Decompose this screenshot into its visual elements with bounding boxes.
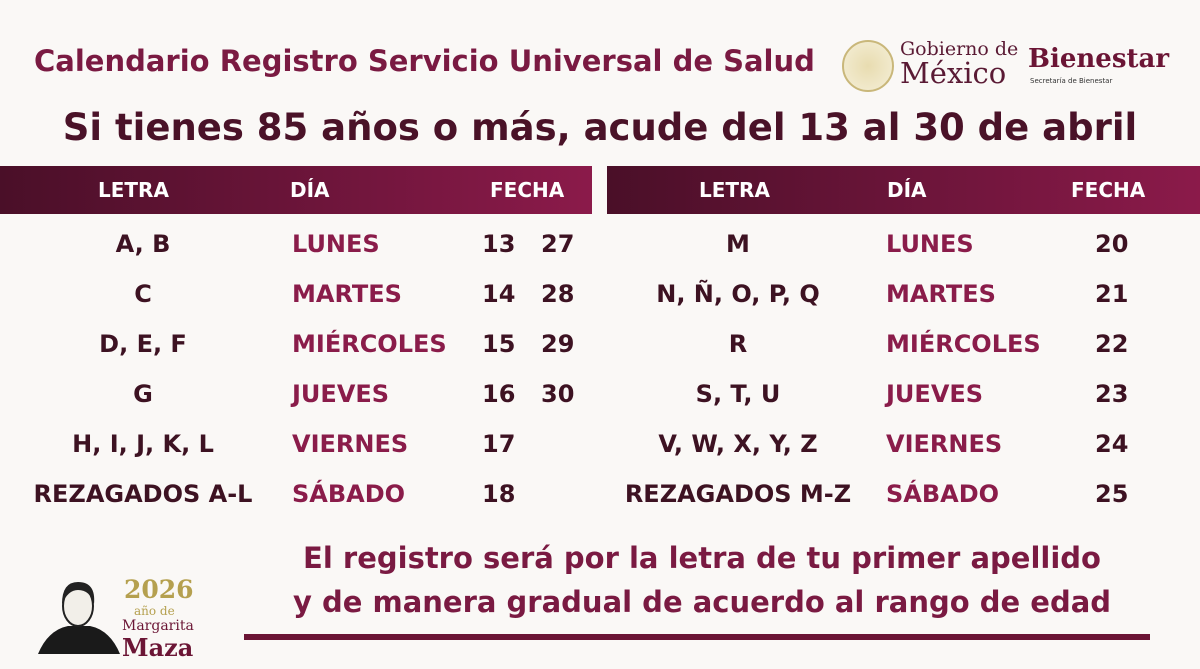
cell-f2: 29 [541,330,575,358]
cell-letra: REZAGADOS A-L [33,480,253,508]
header-fecha: FECHA [1071,178,1146,202]
cell-f1: 21 [1095,280,1129,308]
cell-letra: C [134,280,152,308]
bienestar-sub: Secretaría de Bienestar [1030,77,1113,85]
cell-f1: 24 [1095,430,1129,458]
cell-dia: JUEVES [292,380,390,408]
cell-letra: G [133,380,153,408]
cell-f1: 15 [482,330,516,358]
table-row: N, Ñ, O, P, Q MARTES 21 [607,269,1200,319]
cell-f1: 23 [1095,380,1129,408]
cell-dia: MIÉRCOLES [886,330,1041,358]
cell-f1: 18 [482,480,516,508]
cell-f1: 16 [482,380,516,408]
header-letra: LETRA [98,178,169,202]
cell-f2: 28 [541,280,575,308]
cell-f1: 13 [482,230,516,258]
cell-dia: VIERNES [292,430,409,458]
cell-dia: SÁBADO [292,480,406,508]
table-row: D, E, F MIÉRCOLES 15 29 [0,319,592,369]
table-row: C MARTES 14 28 [0,269,592,319]
badge-ano: año de [134,604,175,618]
badge-name2: Maza [122,633,194,662]
table-row: H, I, J, K, L VIERNES 17 [0,419,592,469]
header-letra: LETRA [699,178,770,202]
table-row: S, T, U JUEVES 23 [607,369,1200,419]
table-row: REZAGADOS M-Z SÁBADO 25 [607,469,1200,519]
note-line1: El registro será por la letra de tu prim… [303,541,1101,575]
header-dia: DÍA [290,178,330,202]
cell-letra: H, I, J, K, L [72,430,214,458]
right-table: LETRA DÍA FECHA M LUNES 20 N, Ñ, O, P, Q MAR… [607,166,1200,519]
cell-dia: LUNES [886,230,974,258]
gobierno-logo: Gobierno de México [900,40,1018,88]
page-title: Calendario Registro Servicio Universal d… [34,44,815,78]
badge-year: 2026 [124,575,194,604]
cell-letra: R [728,330,748,358]
cell-f1: 17 [482,430,516,458]
cell-dia: SÁBADO [886,480,1000,508]
cell-letra: S, T, U [695,380,781,408]
table-row: A, B LUNES 13 27 [0,219,592,269]
cell-f1: 22 [1095,330,1129,358]
cell-dia: VIERNES [886,430,1003,458]
note: El registro será por la letra de tu prim… [244,536,1160,624]
badge-name1: Margarita [122,618,194,634]
table-row: V, W, X, Y, Z VIERNES 24 [607,419,1200,469]
left-table: LETRA DÍA FECHA A, B LUNES 13 27 C MARTES 14 28… [0,166,592,519]
divider [244,634,1150,640]
cell-dia: MARTES [886,280,996,308]
cell-dia: MIÉRCOLES [292,330,447,358]
national-seal-icon [842,40,894,92]
cell-f1: 25 [1095,480,1129,508]
note-line2: y de manera gradual de acuerdo al rango … [292,585,1112,619]
cell-letra: V, W, X, Y, Z [658,430,818,458]
table-row: REZAGADOS A-L SÁBADO 18 [0,469,592,519]
cell-letra: M [726,230,750,258]
cell-f1: 14 [482,280,516,308]
table-row: M LUNES 20 [607,219,1200,269]
header-fecha: FECHA [490,178,565,202]
gob-line2: México [900,56,1007,90]
subtitle: Si tienes 85 años o más, acude del 13 al… [62,106,1138,149]
cell-dia: LUNES [292,230,380,258]
table-row: R MIÉRCOLES 22 [607,319,1200,369]
cell-dia: JUEVES [886,380,984,408]
cell-f2: 30 [541,380,575,408]
cell-f2: 27 [541,230,575,258]
cell-letra: D, E, F [99,330,187,358]
table-header: LETRA DÍA FECHA [0,166,592,214]
cell-f1: 20 [1095,230,1129,258]
table-header: LETRA DÍA FECHA [607,166,1200,214]
gob-line1: Gobierno de [900,38,1019,60]
cell-letra: A, B [115,230,171,258]
table-row: G JUEVES 16 30 [0,369,592,419]
cell-dia: MARTES [292,280,402,308]
bienestar-logo: Bienestar [1028,44,1170,74]
header-dia: DÍA [887,178,927,202]
portrait-icon [38,582,120,654]
cell-letra: REZAGADOS M-Z [624,480,852,508]
cell-letra: N, Ñ, O, P, Q [656,280,820,308]
